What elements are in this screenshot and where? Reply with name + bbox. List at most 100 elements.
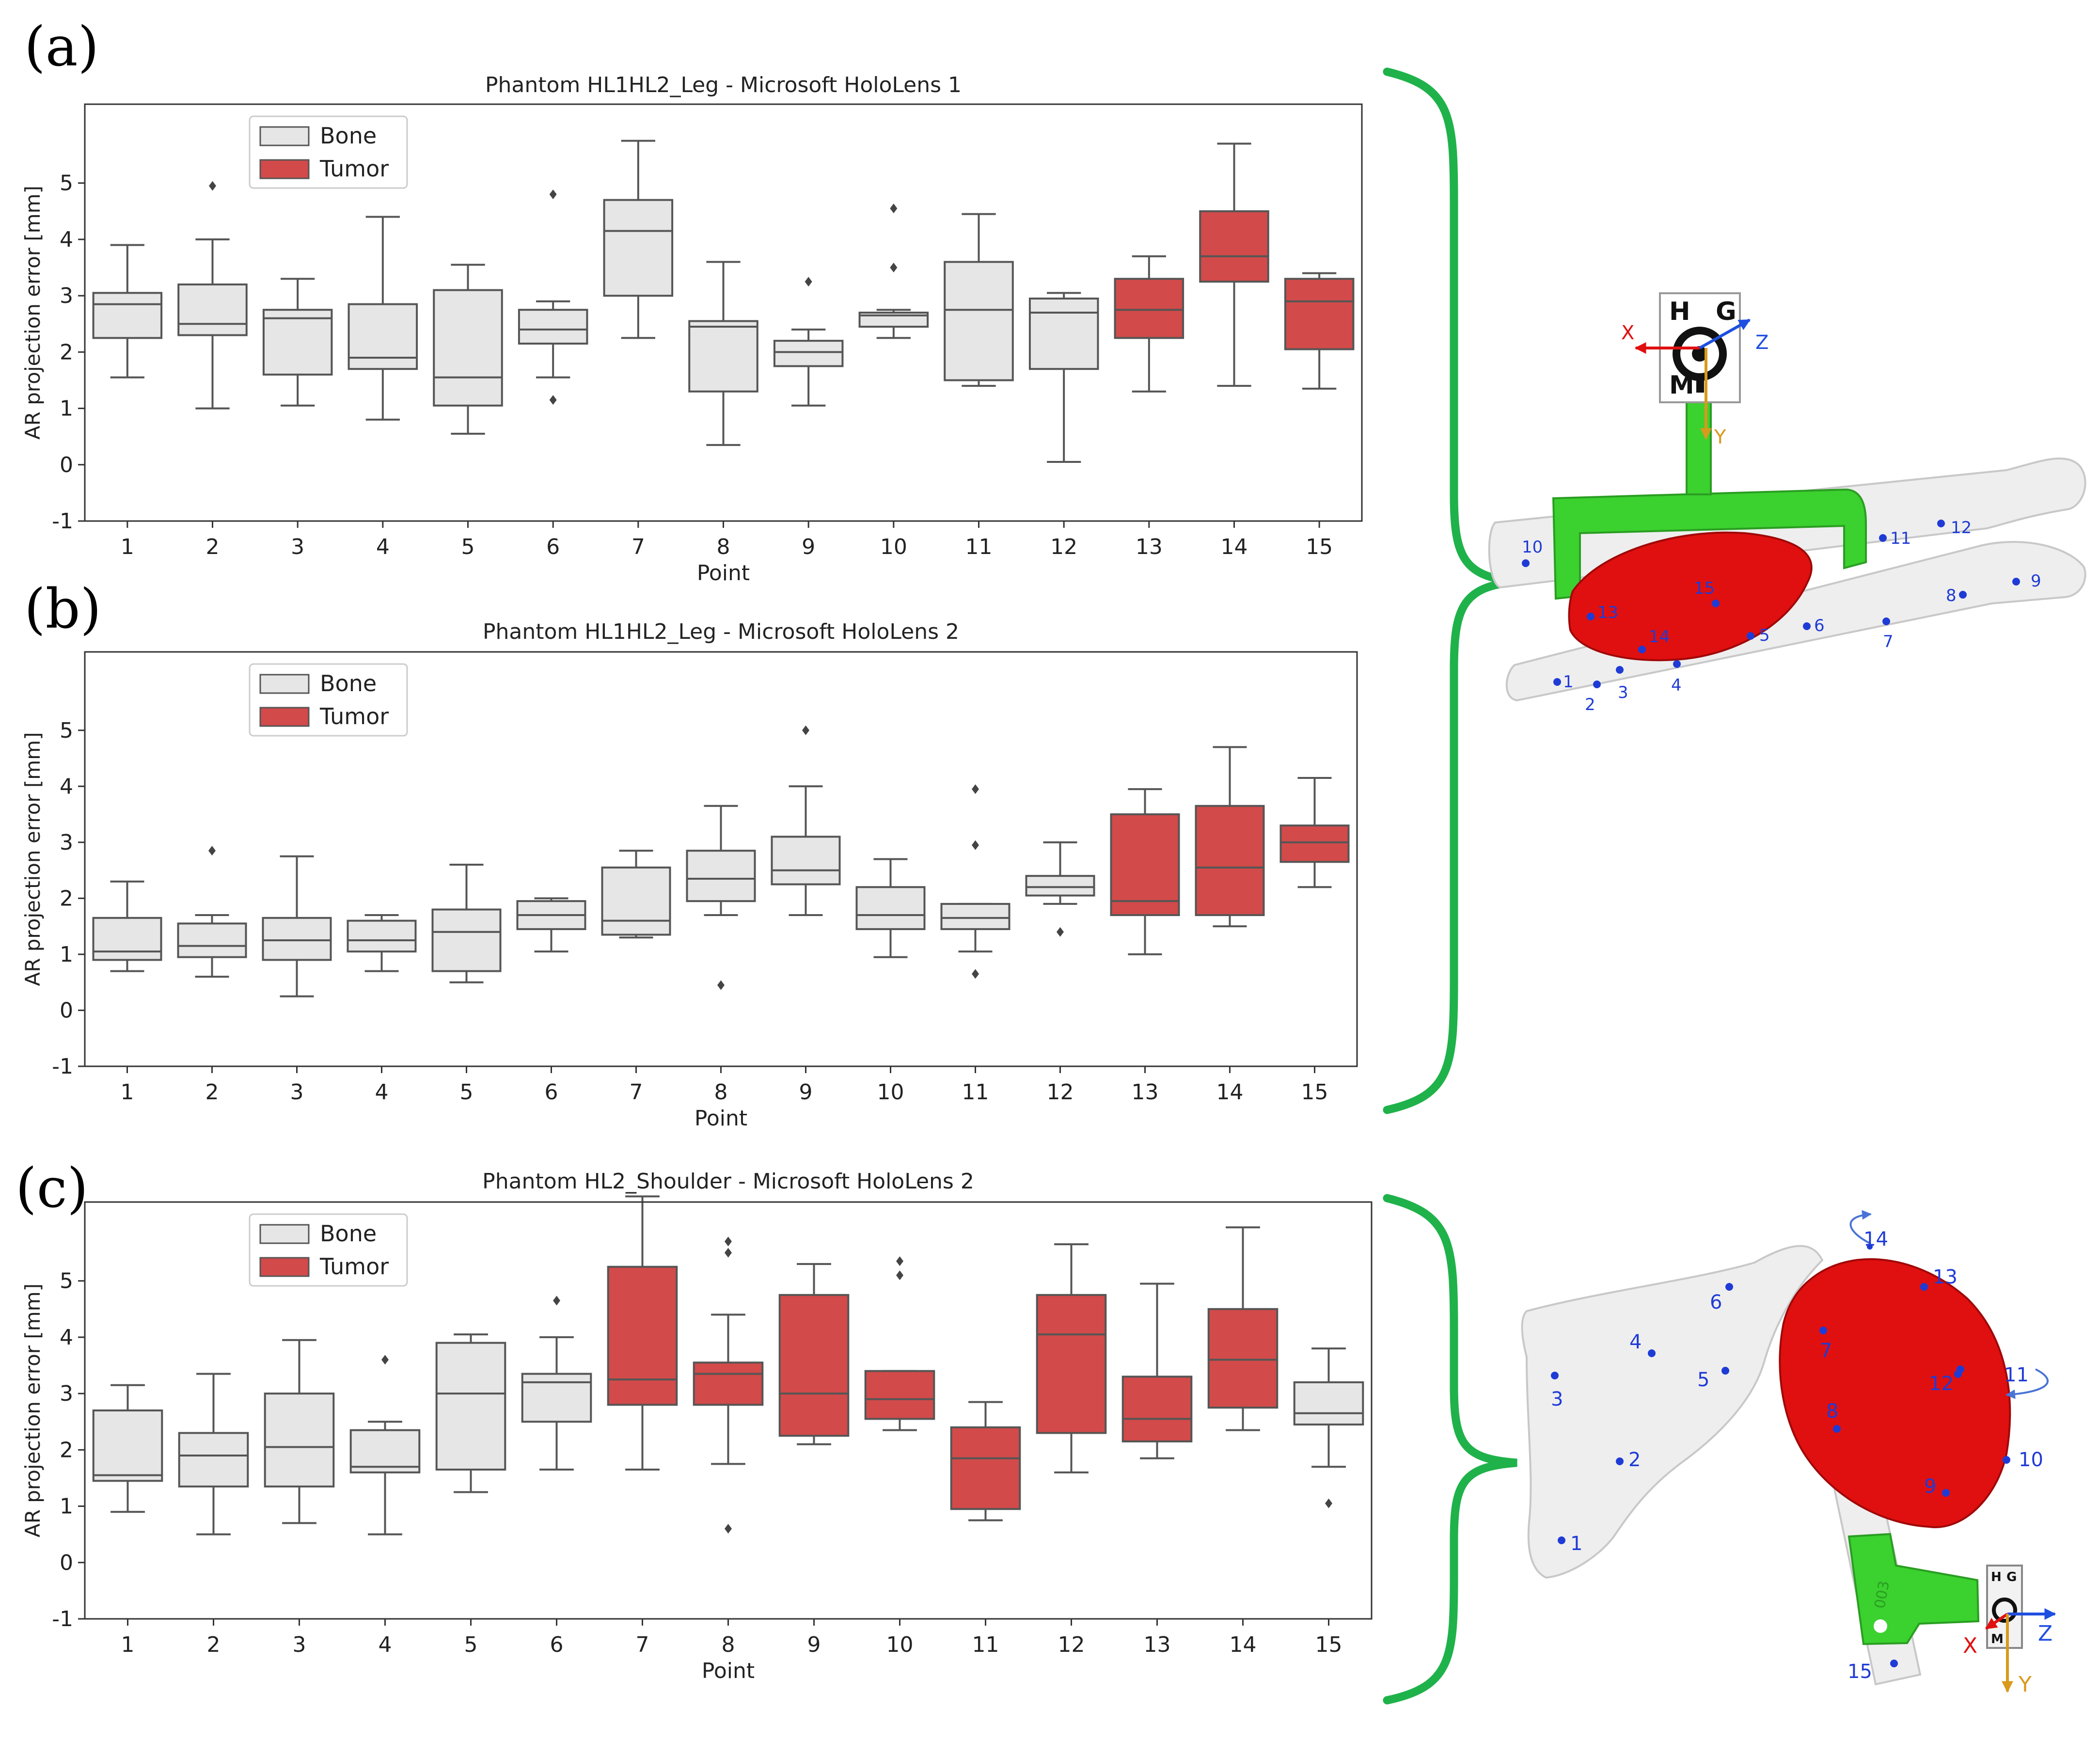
x-tick-label: 6	[545, 1080, 558, 1105]
box-point-11	[944, 213, 1014, 387]
shoulder-holder-hole	[1874, 1619, 1887, 1633]
x-tick-label: 13	[1136, 535, 1163, 559]
leg-axis-z-arrow	[1699, 318, 1751, 349]
leg-point-label: 15	[1694, 579, 1715, 598]
legend-swatch-tumor	[259, 707, 310, 727]
shoulder-point-label: 9	[1924, 1475, 1936, 1498]
box	[1121, 1376, 1193, 1442]
shoulder-marker-letter-m: M	[1991, 1632, 2004, 1646]
y-axis-label: AR projection error [mm]	[21, 732, 45, 986]
box-point-15	[1279, 776, 1350, 888]
x-tick-label: 10	[886, 1632, 914, 1657]
x-tick-label: 4	[376, 535, 390, 559]
x-tick-label: 12	[1058, 1632, 1085, 1657]
outlier-marker	[972, 969, 979, 979]
outlier-marker	[896, 1270, 903, 1281]
legend: Bone Tumor	[249, 1213, 408, 1287]
leg-point-label: 2	[1585, 695, 1595, 714]
x-tick-label: 11	[972, 1632, 999, 1657]
box-point-13	[1110, 788, 1180, 955]
panel-label-b: (b)	[24, 578, 101, 641]
x-tick-label: 10	[877, 1080, 904, 1105]
legend-label-bone: Bone	[320, 670, 377, 696]
box-point-8	[693, 1236, 764, 1534]
leg-point-dot	[1616, 666, 1624, 674]
x-tick-label: 4	[379, 1632, 392, 1657]
leg-point-dot	[1553, 678, 1561, 686]
shoulder-point-dot	[1867, 1244, 1873, 1250]
shoulder-point-dot	[1721, 1367, 1729, 1375]
box	[688, 320, 758, 393]
shoulder-point-dot	[1833, 1425, 1841, 1433]
outlier-marker	[725, 1248, 732, 1258]
x-tick-label: 9	[802, 535, 815, 559]
x-tick-label: 2	[206, 535, 220, 559]
box	[601, 866, 671, 936]
box	[686, 850, 756, 902]
outlier-marker	[208, 846, 216, 856]
shoulder-marker-target	[1992, 1598, 2017, 1623]
box-point-11	[940, 784, 1011, 979]
plot-frame	[84, 1201, 1373, 1620]
bracket-shoulder	[1383, 1194, 1517, 1705]
leg-marker-bar	[1696, 373, 1704, 393]
box-point-12	[1036, 1243, 1107, 1473]
x-tick-label: 15	[1301, 1080, 1328, 1105]
y-axis-label: AR projection error [mm]	[21, 1283, 45, 1537]
box-point-6	[521, 1296, 592, 1471]
outlier-marker	[553, 1296, 560, 1306]
box-point-1	[92, 1384, 163, 1513]
leg-point-dot	[1959, 591, 1967, 599]
box	[940, 902, 1011, 930]
x-tick-label: 8	[722, 1632, 735, 1657]
y-tick-label: 3	[60, 830, 73, 855]
x-tick-label: 11	[965, 535, 993, 559]
shoulder-point-label: 14	[1863, 1228, 1888, 1250]
box	[518, 309, 588, 345]
x-tick-label: 14	[1230, 1632, 1257, 1657]
shoulder-rotation-arrow-14	[1849, 1210, 1872, 1244]
box-point-12	[1025, 841, 1095, 937]
legend-label-tumor: Tumor	[319, 156, 389, 182]
shoulder-point-dot	[1819, 1327, 1827, 1334]
box-point-6	[516, 897, 586, 953]
y-tick-label: -1	[52, 1054, 73, 1079]
x-tick-label: 9	[807, 1632, 821, 1657]
x-tick-label: 15	[1306, 535, 1333, 559]
box	[950, 1426, 1021, 1510]
chart-hl2-shoulder: Phantom HL2_Shoulder - Microsoft HoloLen…	[21, 1169, 1373, 1683]
box	[944, 261, 1014, 381]
shoulder-point-label: 6	[1710, 1291, 1722, 1314]
box	[92, 1409, 163, 1482]
leg-point-label: 14	[1649, 627, 1670, 647]
leg-point-dot	[1712, 600, 1720, 607]
box-point-5	[431, 864, 502, 983]
outlier-marker	[972, 784, 979, 794]
box	[1110, 813, 1180, 917]
box-point-2	[178, 1373, 249, 1535]
box	[1199, 210, 1269, 283]
y-tick-label: 2	[60, 340, 73, 364]
y-tick-label: 3	[60, 1381, 73, 1406]
box-point-9	[778, 1263, 850, 1445]
plot-frame	[84, 651, 1358, 1067]
leg-point-dot	[1593, 681, 1601, 688]
shoulder-point-dot	[1648, 1349, 1656, 1357]
x-tick-label: 1	[121, 1632, 135, 1657]
legend-swatch-tumor	[259, 1257, 310, 1277]
y-tick-label: 4	[60, 1325, 73, 1350]
shoulder-point-dot	[1920, 1283, 1928, 1291]
leg-point-dot	[1638, 646, 1646, 653]
box	[177, 922, 247, 958]
outlier-marker	[896, 1256, 903, 1266]
box-point-3	[264, 1339, 335, 1524]
box	[521, 1373, 592, 1423]
x-tick-label: 1	[121, 1080, 134, 1105]
leg-points: 1 2 3 4 5 6 7 8 9 10 11 12 13 14 15	[1522, 518, 2041, 714]
y-tick-label: -1	[52, 1607, 73, 1631]
box-point-1	[92, 244, 163, 379]
leg-point-dot	[1803, 622, 1811, 630]
box	[92, 917, 162, 961]
x-tick-label: 7	[630, 1080, 643, 1105]
